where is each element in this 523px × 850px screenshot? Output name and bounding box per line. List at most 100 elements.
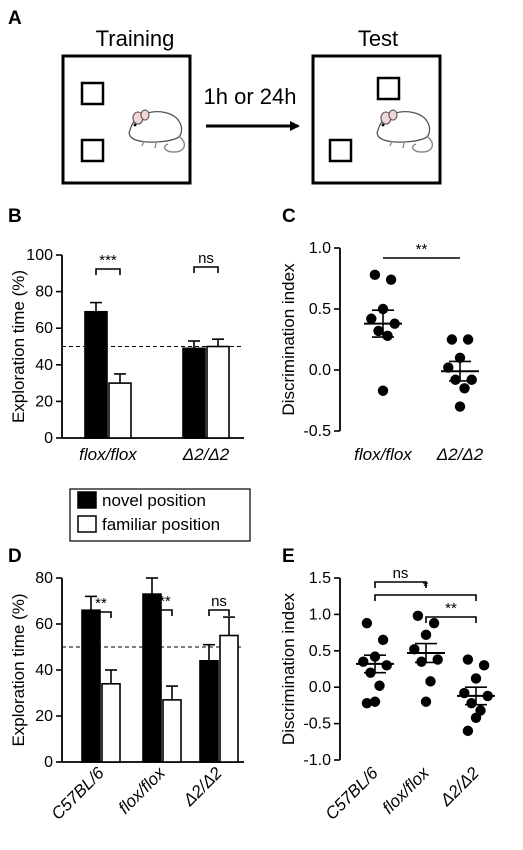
data-point (478, 660, 490, 671)
bar-familiar (206, 345, 230, 439)
significance-label: ns (393, 565, 409, 582)
data-point (450, 374, 461, 385)
bar-familiar (219, 634, 239, 763)
data-point (374, 680, 385, 691)
data-point (358, 656, 369, 667)
chart-c-discrimination: -0.5 0.0 0.5 1.0 Discrimination index flox/fl… (279, 240, 484, 464)
bar-novel (182, 347, 206, 439)
data-point (377, 385, 389, 396)
data-point (428, 617, 440, 629)
y-tick-label: 1.0 (309, 240, 331, 257)
significance-bracket (208, 609, 230, 616)
y-tick-label: 80 (35, 284, 53, 301)
y-axis-title: Discrimination index (279, 263, 298, 416)
data-point (470, 673, 482, 684)
y-tick-label: 40 (35, 357, 53, 374)
test-label: Test (358, 26, 398, 51)
legend-label-novel: novel position (102, 491, 206, 510)
training-object-top (80, 81, 105, 106)
x-category-label: flox/flox (379, 763, 434, 818)
y-tick-label: -1.0 (303, 752, 331, 769)
data-point (361, 617, 373, 629)
significance-bracket (151, 609, 173, 616)
panel-label-c: C (282, 206, 296, 227)
bar-novel (84, 310, 108, 439)
chart-e-discrimination: -1.0 -0.5 0.0 0.5 1.0 1.5 Discrimination index… (279, 565, 495, 824)
data-point (466, 698, 477, 709)
y-tick-label: 0.5 (309, 643, 331, 660)
panel-label-b: B (8, 206, 22, 227)
panel-label-d: D (8, 546, 22, 567)
y-axis-title: Discrimination index (279, 592, 298, 745)
x-category-label: Δ2/Δ2 (179, 763, 226, 810)
y-tick-label: -0.5 (303, 423, 331, 440)
y-axis-title: Exploration time (%) (9, 593, 28, 746)
legend-swatch-familiar (77, 515, 97, 533)
data-point (454, 352, 466, 363)
schematic-panel: Training Test 1h or 24h (61, 26, 442, 185)
training-object-bottom (80, 138, 105, 163)
data-point (420, 629, 432, 640)
significance-label: * (423, 578, 429, 595)
significance-label: ns (211, 593, 227, 610)
test-object-stationary (328, 138, 353, 163)
data-point (462, 654, 474, 665)
y-tick-label: 60 (35, 320, 53, 337)
panel-label-a: A (8, 8, 22, 29)
y-tick-label: 40 (35, 662, 53, 679)
bar-novel (199, 659, 219, 763)
significance-bracket (95, 268, 121, 275)
training-arena (61, 54, 192, 185)
significance-bracket (425, 616, 477, 623)
x-category-label: C57BL/6 (322, 763, 383, 824)
data-point (420, 696, 432, 707)
x-category-label: flox/flox (354, 445, 412, 464)
significance-label: *** (153, 593, 171, 610)
data-point (361, 698, 373, 709)
data-point (462, 725, 474, 737)
data-point (459, 383, 470, 394)
bar-familiar (108, 382, 132, 439)
test-object-moved (376, 76, 401, 101)
significance-label: ** (445, 600, 457, 617)
bar-novel (81, 609, 101, 763)
y-tick-label: 0.0 (309, 362, 331, 379)
y-tick-label: -0.5 (303, 716, 331, 733)
data-point (377, 303, 389, 315)
training-label: Training (96, 26, 175, 51)
mouse-icon-training (128, 109, 185, 153)
y-tick-label: 0 (44, 754, 53, 771)
x-category-label: Δ2/Δ2 (436, 763, 483, 810)
legend-label-familiar: familiar position (102, 515, 220, 534)
data-point (412, 610, 424, 622)
significance-label: *** (99, 252, 117, 269)
x-category-label: flox/flox (79, 445, 137, 464)
data-point (373, 325, 384, 337)
test-arena (311, 54, 442, 185)
x-category-label: flox/flox (115, 763, 170, 818)
data-point (443, 362, 454, 373)
y-tick-label: 0.5 (309, 301, 331, 318)
bar-familiar (162, 699, 182, 763)
y-tick-label: 100 (26, 247, 53, 264)
y-tick-label: 60 (35, 616, 53, 633)
data-point (466, 374, 477, 385)
y-tick-label: 0 (44, 430, 53, 447)
x-category-label: C57BL/6 (48, 763, 109, 824)
data-point (382, 330, 393, 342)
legend-box (69, 488, 251, 542)
data-point (369, 696, 381, 707)
data-point (409, 644, 420, 655)
chart-b-exploration: 0 20 40 60 80 100 Exploration time (%) *** ns flo… (9, 247, 244, 464)
y-axis-title: Exploration time (%) (9, 270, 28, 423)
x-category-label: Δ2/Δ2 (182, 445, 230, 464)
data-point (425, 676, 436, 687)
legend: novel position familiar position (69, 488, 251, 542)
significance-bracket (374, 581, 427, 588)
x-category-label: Δ2/Δ2 (436, 445, 484, 464)
data-point (377, 634, 389, 646)
significance-label: ** (416, 241, 428, 258)
data-point (446, 334, 458, 345)
